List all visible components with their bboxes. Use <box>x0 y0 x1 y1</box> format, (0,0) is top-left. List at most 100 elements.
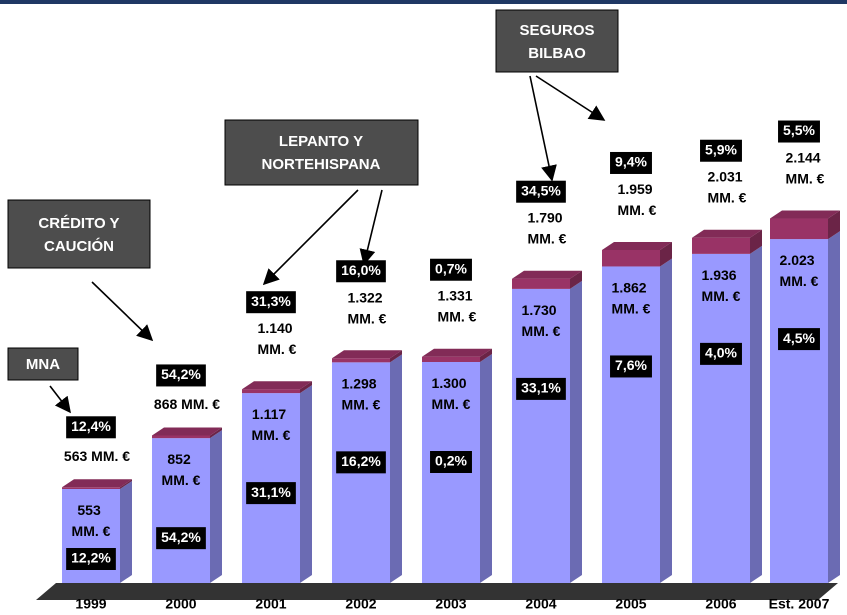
arrow <box>262 189 359 286</box>
top-band <box>0 0 847 4</box>
growth-box <box>778 120 820 143</box>
arrow <box>91 281 154 342</box>
total-label: 2.031 MM. € <box>708 168 747 205</box>
bar-side <box>570 280 582 583</box>
bar-side <box>120 479 132 489</box>
annotation-box <box>7 199 151 269</box>
growth-label: 33,1% <box>521 380 561 396</box>
bar-side <box>828 231 840 583</box>
bar-side <box>750 245 762 583</box>
bar-side <box>660 258 672 583</box>
annotation-text: NORTEHISPANA <box>262 156 381 173</box>
growth-label: 7,6% <box>615 357 647 373</box>
x-tick-label: 2005 <box>615 596 646 612</box>
growth-box <box>66 548 116 570</box>
growth-box <box>700 139 742 162</box>
growth-box <box>156 364 206 387</box>
total-label: 2.144 MM. € <box>786 149 825 186</box>
growth-box <box>516 377 566 400</box>
annotation-text: CRÉDITO Y <box>38 215 119 232</box>
growth-box <box>430 451 472 473</box>
growth-box <box>336 260 386 283</box>
growth-label: 4,5% <box>783 330 815 346</box>
value-label: 553 MM. € <box>72 502 111 539</box>
growth-label: 4,0% <box>705 345 737 361</box>
bar-top <box>332 350 402 359</box>
total-label: 563 MM. € <box>64 448 130 464</box>
bar <box>602 266 660 583</box>
growth-box <box>430 258 472 281</box>
annotation-box <box>495 9 619 73</box>
growth-box <box>700 342 742 365</box>
bar <box>62 487 120 489</box>
growth-label: 31,3% <box>251 293 291 309</box>
annotation-text: LEPANTO Y <box>279 133 363 150</box>
value-label: 1.300 MM. € <box>432 375 471 412</box>
bar-side <box>480 354 492 583</box>
growth-label: 54,2% <box>161 529 201 545</box>
bar-top <box>152 427 222 436</box>
arrow <box>49 385 71 414</box>
bar-side <box>390 354 402 583</box>
bar-top <box>62 479 132 488</box>
growth-label: 16,0% <box>341 262 381 278</box>
x-tick-label: 2001 <box>255 596 286 612</box>
bar <box>770 239 828 583</box>
x-tick-label: 2004 <box>525 596 556 612</box>
growth-box <box>516 180 566 203</box>
growth-label: 54,2% <box>161 366 201 382</box>
value-label: 1.117 MM. € <box>252 406 291 443</box>
bar <box>512 278 570 289</box>
bar-top <box>692 229 762 238</box>
growth-box <box>610 355 652 378</box>
x-tick-label: 2003 <box>435 596 466 612</box>
total-label: 1.140 MM. € <box>258 320 297 357</box>
growth-label: 31,1% <box>251 484 291 500</box>
annotation-text: MNA <box>26 356 60 373</box>
arrow <box>535 75 606 121</box>
x-tick-label: Est. 2007 <box>769 596 830 612</box>
growth-label: 9,4% <box>615 154 647 170</box>
annotation-text: CAUCIÓN <box>44 237 114 255</box>
value-label: 1.862 MM. € <box>612 279 651 316</box>
bar <box>422 356 480 362</box>
bar-top <box>512 270 582 279</box>
total-label: 868 MM. € <box>154 396 220 412</box>
annotation-box <box>224 119 419 186</box>
annotation-text: BILBAO <box>528 45 586 62</box>
total-label: 1.322 MM. € <box>348 289 387 326</box>
bar <box>152 435 210 439</box>
x-tick-label: 1999 <box>75 596 106 612</box>
bar-top <box>242 381 312 390</box>
bar <box>242 389 300 394</box>
growth-label: 16,2% <box>341 453 381 469</box>
bar-side <box>300 381 312 394</box>
growth-label: 0,7% <box>435 260 467 276</box>
growth-box <box>246 482 296 505</box>
bar-side <box>750 229 762 254</box>
growth-label: 12,4% <box>71 418 111 434</box>
floor <box>36 583 838 600</box>
bar-side <box>210 430 222 583</box>
bar-side <box>210 427 222 439</box>
annotation-box <box>7 347 79 381</box>
growth-label: 5,5% <box>783 122 815 138</box>
total-label: 1.959 MM. € <box>618 181 657 218</box>
value-label: 2.023 MM. € <box>780 252 819 289</box>
arrow <box>359 189 383 266</box>
x-tick-label: 2006 <box>705 596 736 612</box>
arrow <box>529 75 557 182</box>
value-label: 852 MM. € <box>162 451 201 488</box>
bar-side <box>120 480 132 583</box>
bar <box>770 218 828 240</box>
bar-side <box>660 241 672 267</box>
annotation: MNA CRÉDITO Y CAUCIÓN LEPANTO Y NORTEHIS… <box>7 9 619 381</box>
value-label: 1.298 MM. € <box>342 375 381 412</box>
bar <box>692 237 750 254</box>
bar-top <box>770 210 840 219</box>
growth-box <box>610 151 652 174</box>
annotation-text: SEGUROS <box>519 22 594 39</box>
bar-side <box>300 385 312 583</box>
bar-side <box>390 350 402 363</box>
value-label: 1.730 MM. € <box>522 302 561 339</box>
